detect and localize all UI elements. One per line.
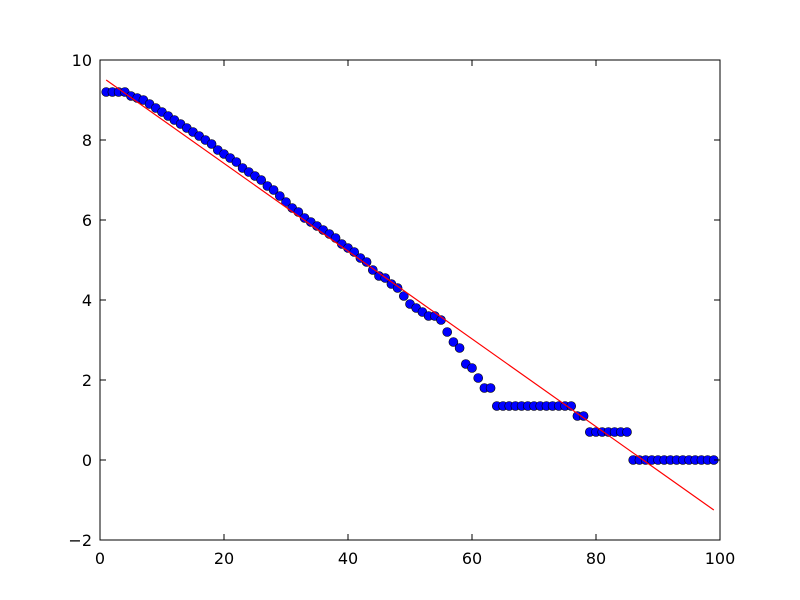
data-point [231, 157, 242, 167]
y-tick-label: 4 [82, 291, 92, 310]
y-tick-label: 10 [72, 51, 92, 70]
fit-line [105, 79, 715, 511]
data-point [281, 197, 291, 207]
data-point [392, 283, 403, 293]
x-tick-label: 0 [95, 549, 105, 568]
data-point [467, 363, 477, 373]
data-point [454, 343, 465, 353]
data-point [361, 257, 372, 267]
data-point [256, 175, 267, 185]
data-point [578, 411, 589, 421]
x-tick-label: 80 [586, 549, 606, 568]
plot-marks [101, 79, 719, 511]
x-tick-label: 20 [214, 549, 234, 568]
data-point [398, 291, 409, 301]
y-tick-label: 8 [82, 131, 92, 150]
data-point [268, 185, 279, 195]
data-point [274, 191, 285, 201]
y-tick-label: 0 [82, 451, 92, 470]
data-point [473, 373, 484, 383]
data-point [206, 139, 217, 149]
data-point [485, 383, 496, 393]
x-tick-label: 60 [462, 549, 482, 568]
y-tick-label: −2 [68, 531, 92, 550]
data-point [448, 337, 459, 347]
x-tick-label: 40 [338, 549, 358, 568]
y-tick-label: 6 [82, 211, 92, 230]
x-tick-label: 100 [705, 549, 736, 568]
data-point [622, 427, 632, 437]
data-point [442, 327, 453, 337]
y-tick-label: 2 [82, 371, 92, 390]
